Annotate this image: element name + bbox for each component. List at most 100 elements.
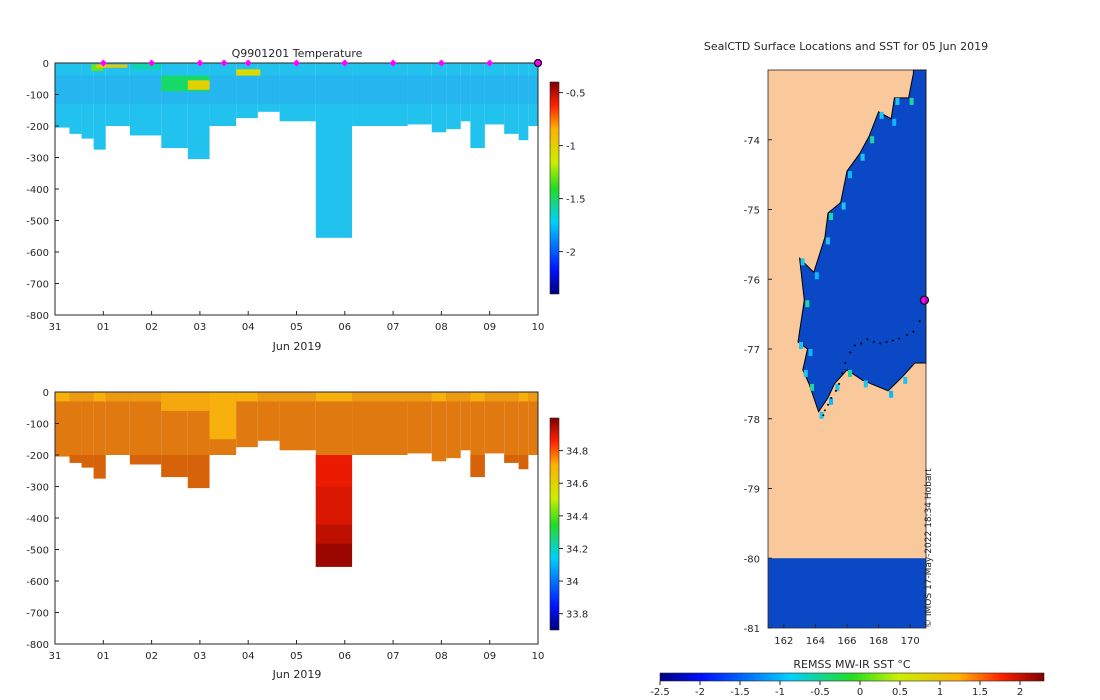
salinity-fresh-cell	[209, 392, 237, 440]
track-point	[822, 414, 825, 417]
y-tick-label: -700	[26, 280, 49, 291]
station-marker	[148, 59, 156, 67]
station-marker	[99, 59, 107, 67]
sst-colorbar-tick-label: 0	[857, 687, 863, 698]
y-tick-label: -400	[26, 514, 49, 525]
lat-tick-label: -78	[744, 415, 760, 426]
x-tick-label: 01	[97, 322, 110, 333]
track-point	[853, 344, 856, 347]
salinity-cell	[69, 392, 82, 463]
sst-colorbar-tick-label: -1	[775, 687, 785, 698]
salinity-cell	[81, 392, 94, 468]
y-tick-label: -700	[26, 609, 49, 620]
colorbar-tick-label: 34.6	[566, 479, 588, 490]
x-tick-label: 09	[483, 322, 496, 333]
salinity-surface-cell	[257, 392, 280, 402]
salinity-surface-cell	[407, 392, 432, 402]
salinity-surface-cell	[69, 392, 82, 402]
temperature-cell	[528, 75, 538, 104]
salinity-deep-cell	[81, 455, 94, 468]
ice-edge-cell	[829, 212, 834, 220]
salinity-deep-cell	[93, 455, 106, 479]
ice-edge-cell	[848, 171, 852, 179]
salinity-x-axis: 31 01 02 03 04 05 06 07 08 09 10	[49, 640, 544, 662]
salinity-surface-cell	[236, 392, 258, 402]
lon-tick-label: 164	[806, 636, 825, 647]
salinity-surface-cell	[470, 392, 485, 402]
x-tick-label: 04	[242, 651, 255, 662]
y-tick-label: -800	[26, 311, 49, 322]
ice-edge-cell	[808, 349, 813, 356]
x-tick-label: 02	[145, 322, 158, 333]
colorbar-tick-label: -1	[566, 142, 576, 153]
ice-edge-cell	[800, 258, 805, 266]
track-point	[898, 337, 901, 340]
y-tick-label: -100	[26, 420, 49, 431]
temperature-cell	[446, 75, 461, 104]
station-marker	[389, 59, 397, 67]
ice-edge-cell	[889, 390, 894, 398]
salinity-cell	[257, 392, 280, 441]
salinity-cell	[460, 392, 471, 451]
track-point	[827, 403, 830, 406]
salinity-colorbar	[549, 417, 560, 631]
salinity-deep-cell	[129, 455, 162, 465]
track-point	[844, 361, 847, 364]
salinity-surface-cell	[315, 392, 353, 402]
ice-edge-cell	[860, 153, 865, 161]
x-tick-label: 10	[532, 322, 545, 333]
sst-colorbar-label: REMSS MW-IR SST °C	[793, 658, 911, 671]
x-tick-label: 09	[483, 651, 496, 662]
salinity-colorbar-ticks: 34.8 34.6 34.4 34.2 34 33.8	[559, 447, 588, 621]
station-marker	[437, 59, 445, 67]
x-tick-label: 31	[49, 322, 62, 333]
salinity-surface-cell	[431, 392, 447, 402]
track-point	[838, 382, 841, 385]
salinity-surface-cell	[484, 392, 505, 402]
y-tick-label: -500	[26, 546, 49, 557]
y-tick-label: -300	[26, 483, 49, 494]
track-point	[860, 342, 863, 345]
salinity-surface-cell	[518, 392, 529, 402]
salinity-cell	[528, 392, 538, 455]
x-tick-label: 05	[290, 651, 303, 662]
temperature-warm-cell	[236, 69, 261, 76]
lon-tick-label: 166	[837, 636, 856, 647]
salinity-cell	[129, 392, 162, 465]
ice-edge-cell	[814, 272, 819, 280]
lat-tick-label: -81	[744, 624, 760, 635]
station-marker	[196, 59, 204, 67]
salinity-cell	[407, 392, 432, 454]
ice-edge-cell	[895, 97, 900, 105]
colorbar-tick-label: 34.8	[566, 447, 588, 458]
salinity-surface-cell	[446, 392, 461, 402]
current-location-marker	[919, 295, 930, 305]
map-track	[822, 320, 921, 417]
lat-tick-label: -80	[744, 554, 760, 565]
colorbar-tick-label: 34.2	[566, 544, 588, 555]
sst-colorbar-tick-label: -2.5	[650, 687, 670, 698]
salinity-deep-cell	[470, 455, 485, 478]
temperature-warm-cell	[187, 80, 210, 90]
track-point	[834, 389, 837, 392]
y-tick-label: -300	[26, 154, 49, 165]
temperature-y-axis: 0 -100 -200 -300 -400 -500 -600 -700 -800	[26, 59, 59, 322]
ice-edge-cell	[903, 376, 908, 384]
y-tick-label: -500	[26, 217, 49, 228]
x-tick-label: 03	[194, 651, 207, 662]
ice-edge-cell	[892, 118, 897, 126]
lat-tick-label: -77	[744, 345, 760, 356]
salinity-cell	[55, 392, 70, 457]
ice-edge-cell	[829, 397, 834, 405]
ice-edge-cell	[909, 97, 914, 105]
sst-colorbar-tick-label: 1	[937, 687, 943, 698]
map-title: SealCTD Surface Locations and SST for 05…	[704, 40, 988, 53]
x-tick-label: 08	[435, 322, 448, 333]
station-marker	[244, 59, 252, 67]
station-markers	[99, 58, 543, 68]
track-point	[849, 351, 852, 354]
temperature-cell	[279, 75, 316, 104]
track-point	[866, 338, 869, 341]
sst-colorbar-tick-label: -0.5	[810, 687, 830, 698]
salinity-cell	[236, 392, 258, 448]
